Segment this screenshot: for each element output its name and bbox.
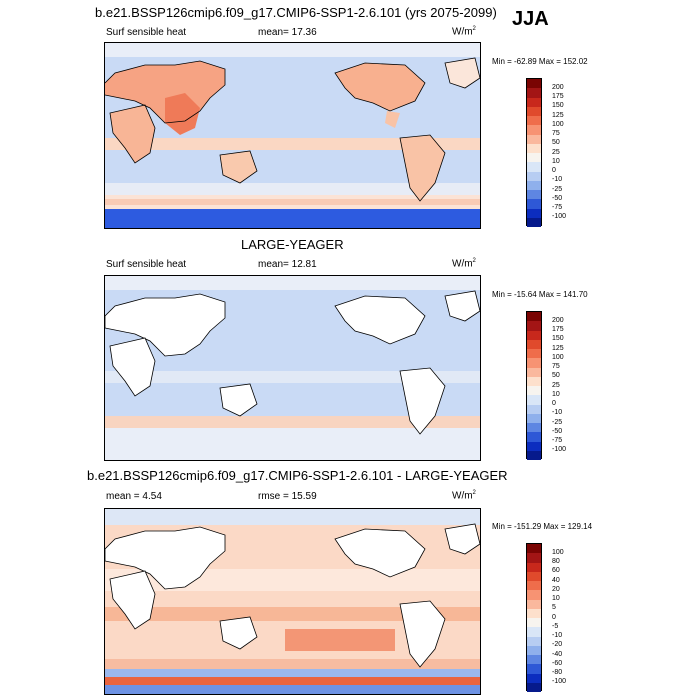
panel-1-variable-label: Surf sensible heat	[106, 27, 187, 38]
panel-2-colorbar-label: -25	[552, 419, 563, 426]
panel-1-colorbar-label: 175	[552, 93, 564, 100]
panel-1-colorbar	[526, 78, 542, 227]
panel-3-colorbar	[526, 543, 542, 692]
panel-2-colorbar	[526, 311, 542, 460]
panel-2-colorbar-label: 50	[552, 372, 560, 379]
panel-3-colorbar-label: -80	[552, 669, 563, 676]
panel-1-colorbar-label: 50	[552, 139, 560, 146]
panel-1-map	[104, 42, 481, 229]
panel-1-colorbar-label: 10	[552, 158, 560, 165]
panel-2-units: W/m2	[452, 258, 476, 270]
panel-3-colorbar-label: -10	[552, 632, 563, 639]
panel-1-colorbar-label: 200	[552, 84, 564, 91]
panel-1-units: W/m2	[452, 26, 476, 38]
panel-1-colorbar-label: -50	[552, 195, 563, 202]
panel-3-colorbar-label: 100	[552, 549, 564, 556]
panel-1-colorbar-label: -25	[552, 186, 563, 193]
season-label: JJA	[512, 8, 549, 30]
panel-1-colorbar-label: 125	[552, 112, 564, 119]
panel-2-variable-label: Surf sensible heat	[106, 259, 187, 270]
panel-3-colorbar-label: -40	[552, 651, 563, 658]
panel-2-colorbar-label: -10	[552, 409, 563, 416]
panel-1-colorbar-label: -10	[552, 176, 563, 183]
panel-2-colorbar-label: 200	[552, 317, 564, 324]
panel-2-colorbar-label: 175	[552, 326, 564, 333]
panel-2-colorbar-label: 25	[552, 382, 560, 389]
panel-2-minmax: Min = -15.64 Max = 141.70	[492, 290, 588, 299]
panel-3-colorbar-label: -60	[552, 660, 563, 667]
panel-3-colorbar-label: -20	[552, 641, 563, 648]
panel-2-mean: mean= 12.81	[258, 259, 317, 270]
panel-3-colorbar-label: 40	[552, 577, 560, 584]
panel-2-map	[104, 275, 481, 461]
panel-1-mean: mean= 17.36	[258, 27, 317, 38]
panel-2-colorbar-label: -50	[552, 428, 563, 435]
panel-3-colorbar-label: 60	[552, 567, 560, 574]
panel-3-colorbar-label: 5	[552, 604, 556, 611]
panel-3-colorbar-label: -100	[552, 678, 567, 685]
panel-3-minmax: Min = -151.29 Max = 129.14	[492, 522, 593, 531]
panel-1-colorbar-label: 25	[552, 149, 560, 156]
panel-2-title: LARGE-YEAGER	[241, 237, 344, 252]
panel-3-colorbar-label: 80	[552, 558, 560, 565]
panel-3-map	[104, 508, 481, 695]
panel-2-colorbar-label: -100	[552, 446, 567, 453]
panel-2-colorbar-label: 75	[552, 363, 560, 370]
panel-1-minmax: Min = -62.89 Max = 152.02	[492, 57, 588, 66]
panel-1-colorbar-label: 0	[552, 167, 556, 174]
panel-2-colorbar-label: -75	[552, 437, 563, 444]
panel-2-colorbar-label: 10	[552, 391, 560, 398]
panel-1-colorbar-label: -100	[552, 213, 567, 220]
panel-3-colorbar-label: 10	[552, 595, 560, 602]
panel-1-colorbar-label: 100	[552, 121, 564, 128]
panel-2-colorbar-label: 150	[552, 335, 564, 342]
panel-3-mean: mean = 4.54	[106, 491, 162, 502]
panel-3-colorbar-label: -5	[552, 623, 559, 630]
panel-2-colorbar-label: 100	[552, 354, 564, 361]
panel-3-colorbar-label: 20	[552, 586, 560, 593]
panel-2-colorbar-label: 125	[552, 345, 564, 352]
panel-1-colorbar-label: 75	[552, 130, 560, 137]
panel-1-colorbar-label: -75	[552, 204, 563, 211]
panel-3-units: W/m2	[452, 490, 476, 502]
panel-3-title: b.e21.BSSP126cmip6.f09_g17.CMIP6-SSP1-2.…	[87, 468, 508, 483]
panel-3-colorbar-label: 0	[552, 614, 556, 621]
panel-2-colorbar-label: 0	[552, 400, 556, 407]
panel-3-rmse: rmse = 15.59	[258, 491, 317, 502]
panel-1-title: b.e21.BSSP126cmip6.f09_g17.CMIP6-SSP1-2.…	[95, 5, 497, 20]
panel-1-colorbar-label: 150	[552, 102, 564, 109]
